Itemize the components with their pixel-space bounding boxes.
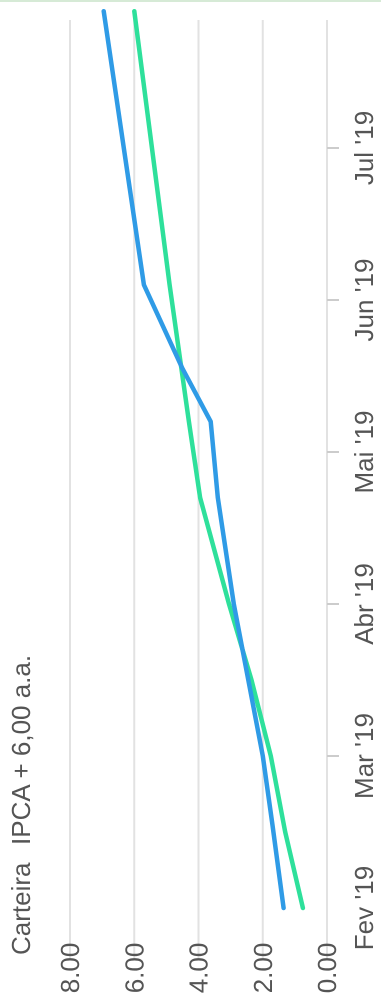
x-axis-ticks: [327, 147, 339, 757]
y-tick-label: 4.00: [184, 943, 214, 993]
grid-lines: [69, 20, 328, 960]
y-tick-label: 0.00: [312, 943, 342, 993]
legend-entry-ipca-6-00-a-a[interactable]: IPCA + 6,00 a.a.: [6, 655, 36, 845]
top-border: [0, 0, 381, 2]
legend: Carteira IPCA + 6,00 a.a.: [6, 655, 36, 955]
series-lines: [101, 8, 306, 911]
y-tick-label: 2.00: [248, 943, 278, 993]
x-tick-label: Fev '19: [349, 866, 379, 950]
y-axis-labels: 0.00 2.00 4.00 6.00 8.00: [55, 943, 342, 993]
x-tick-label: Mai '19: [349, 410, 379, 493]
y-tick-label: 8.00: [55, 943, 85, 993]
x-tick-label: Jun '19: [349, 258, 379, 341]
x-tick-label: Abr '19: [349, 563, 379, 645]
series-line-carteira: [101, 8, 286, 911]
x-axis-labels: Fev '19 Mar '19 Abr '19 Mai '19 Jun '19 Jul '…: [349, 111, 379, 950]
x-tick-label: Jul '19: [349, 111, 379, 185]
y-tick-label: 6.00: [119, 943, 149, 993]
series-line-ipca-6-00-a-a: [132, 8, 306, 911]
legend-entry-carteira[interactable]: Carteira: [6, 862, 36, 955]
x-tick-label: Mar '19: [349, 713, 379, 799]
